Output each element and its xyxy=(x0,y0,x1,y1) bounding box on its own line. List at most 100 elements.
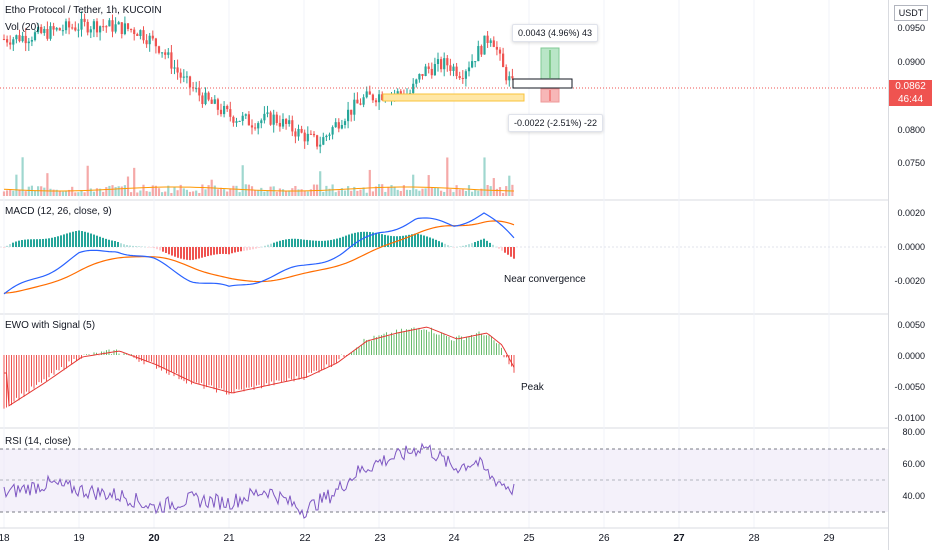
volume-bar xyxy=(33,190,37,196)
macd-histogram-bar xyxy=(27,239,29,247)
volume-bar xyxy=(443,191,446,196)
candle-body xyxy=(83,18,86,22)
volume-bar xyxy=(226,191,229,196)
volume-bar xyxy=(412,174,415,196)
macd-histogram-bar xyxy=(468,244,470,247)
macd-histogram-bar xyxy=(24,239,26,247)
ewo-title[interactable]: EWO with Signal (5) xyxy=(5,320,96,331)
macd-histogram-bar xyxy=(378,233,380,247)
volume-bar xyxy=(495,188,498,196)
macd-histogram-bar xyxy=(186,247,188,260)
volume-bar xyxy=(92,191,95,196)
macd-histogram-bar xyxy=(9,244,11,247)
volume-indicator-title[interactable]: Vol (20) xyxy=(5,22,40,33)
candle-body xyxy=(433,64,436,76)
volume-bar xyxy=(436,187,440,196)
candle-body xyxy=(421,73,424,77)
macd-histogram-bar xyxy=(114,241,116,247)
candle-body xyxy=(111,20,114,32)
volume-bar xyxy=(281,189,285,196)
candle-body xyxy=(52,26,55,30)
candle-body xyxy=(49,26,52,39)
price-tick: 0.0950 xyxy=(897,23,925,33)
macd-histogram-bar xyxy=(219,247,221,255)
candle-body xyxy=(322,137,325,145)
candle-body xyxy=(95,21,99,33)
macd-histogram-bar xyxy=(48,238,50,247)
macd-histogram-bar xyxy=(147,247,149,248)
macd-histogram-bar xyxy=(171,247,173,256)
macd-histogram-bar xyxy=(132,245,134,247)
candle-body xyxy=(161,52,164,54)
macd-histogram-bar xyxy=(126,245,128,247)
currency-unit-button[interactable]: USDT xyxy=(894,5,928,21)
volume-bar xyxy=(446,157,449,196)
macd-histogram-bar xyxy=(108,239,110,247)
macd-histogram-bar xyxy=(390,235,392,247)
candle-body xyxy=(471,61,474,68)
macd-histogram-bar xyxy=(282,240,284,247)
macd-histogram-bar xyxy=(237,247,239,252)
candle-body xyxy=(188,76,192,88)
candle-body xyxy=(12,39,15,45)
volume-bar xyxy=(55,189,58,196)
candle-body xyxy=(399,91,402,95)
volume-bar xyxy=(381,184,384,196)
volume-bar xyxy=(188,191,192,196)
candle-body xyxy=(489,40,492,43)
macd-histogram-bar xyxy=(465,245,467,247)
macd-histogram-bar xyxy=(174,247,176,257)
macd-histogram-bar xyxy=(426,236,428,247)
macd-histogram-bar xyxy=(141,246,143,248)
candle-body xyxy=(343,121,347,126)
volume-bar xyxy=(350,190,353,196)
volume-bar xyxy=(263,191,266,196)
volume-bar xyxy=(170,192,173,196)
macd-histogram-bar xyxy=(330,239,332,247)
chart-canvas[interactable] xyxy=(0,0,888,550)
candle-body xyxy=(213,99,216,104)
candle-body xyxy=(306,133,309,142)
volume-bar xyxy=(15,174,18,196)
candle-body xyxy=(21,35,24,42)
macd-histogram-bar xyxy=(45,238,47,247)
macd-histogram-bar xyxy=(372,232,374,247)
macd-histogram-bar xyxy=(327,240,329,247)
macd-title[interactable]: MACD (12, 26, close, 9) xyxy=(5,206,112,217)
macd-histogram-bar xyxy=(78,230,80,247)
candle-body xyxy=(241,115,244,121)
volume-bar xyxy=(288,190,291,196)
macd-histogram-bar xyxy=(168,247,170,255)
candle-body xyxy=(154,38,157,47)
candle-body xyxy=(139,30,142,37)
candle-body xyxy=(80,18,83,30)
candle-body xyxy=(412,83,415,94)
macd-histogram-bar xyxy=(231,247,233,254)
candle-body xyxy=(68,21,71,28)
candle-body xyxy=(179,72,182,78)
volume-bar xyxy=(405,189,409,196)
candle-body xyxy=(260,120,263,124)
candle-body xyxy=(275,114,278,123)
rsi-title[interactable]: RSI (14, close) xyxy=(5,436,72,447)
macd-histogram-bar xyxy=(459,246,461,247)
macd-histogram-bar xyxy=(120,243,122,247)
volume-bar xyxy=(142,184,145,196)
volume-bar xyxy=(371,191,374,196)
volume-bar xyxy=(201,184,204,196)
macd-histogram-bar xyxy=(450,246,452,247)
volume-bar xyxy=(120,186,123,196)
candle-body xyxy=(418,73,421,80)
volume-bar xyxy=(260,187,263,196)
volume-bar xyxy=(508,175,511,196)
macd-histogram-bar xyxy=(177,247,179,258)
volume-bar xyxy=(353,186,356,196)
volume-bar xyxy=(362,187,365,196)
candle-body xyxy=(92,21,95,30)
macd-histogram-bar xyxy=(39,239,41,247)
macd-histogram-bar xyxy=(447,245,449,247)
macd-histogram-bar xyxy=(204,247,206,257)
candle-body xyxy=(353,99,356,115)
macd-histogram-bar xyxy=(429,237,431,247)
